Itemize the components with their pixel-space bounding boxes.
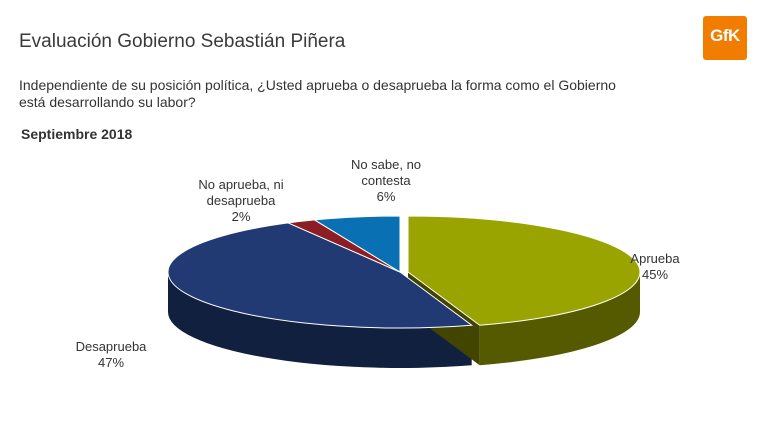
- pie-slice-0: [407, 215, 641, 326]
- label-aprueba-name: Aprueba: [630, 251, 680, 266]
- question-line-2: está desarrollando su labor?: [19, 94, 196, 110]
- logo-text: GfK: [710, 26, 740, 45]
- period-label: Septiembre 2018: [21, 126, 133, 142]
- pie-slice-3: [313, 215, 401, 273]
- logo-background: [703, 16, 747, 60]
- pie-side-1-0: [168, 272, 472, 368]
- label-desaprueba-value: 47%: [97, 355, 125, 370]
- page-title: Evaluación Gobierno Sebastián Piñera: [19, 31, 346, 52]
- label-desaprueba-name: Desaprueba: [75, 339, 147, 354]
- gfk-logo: GfK: [703, 16, 747, 60]
- label-neutral-line-2: desaprueba: [206, 193, 276, 208]
- label-neutral-line-1: No aprueba, ni: [198, 177, 284, 192]
- question-line-1: Independiente de su posición política, ¿…: [19, 77, 616, 93]
- logo-badge: [703, 16, 747, 60]
- pie-slice-1: [167, 222, 474, 329]
- label-aprueba: Aprueba 45%: [615, 251, 695, 283]
- label-no-aprueba-ni-desaprueba: No aprueba, ni desaprueba 2%: [176, 177, 306, 225]
- label-no-sabe: No sabe, no contesta 6%: [326, 157, 446, 205]
- label-aprueba-value: 45%: [641, 267, 669, 282]
- label-no-sabe-line-2: contesta: [361, 173, 411, 188]
- label-desaprueba: Desaprueba 47%: [66, 339, 156, 371]
- label-no-sabe-value: 6%: [376, 189, 396, 204]
- label-no-sabe-line-1: No sabe, no: [350, 157, 422, 172]
- survey-question: Independiente de su posición política, ¿…: [19, 77, 709, 111]
- pie-side-0-0: [479, 272, 640, 366]
- label-neutral-value: 2%: [231, 209, 251, 224]
